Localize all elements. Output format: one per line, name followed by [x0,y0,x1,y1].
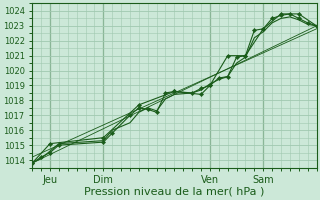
X-axis label: Pression niveau de la mer( hPa ): Pression niveau de la mer( hPa ) [84,187,265,197]
